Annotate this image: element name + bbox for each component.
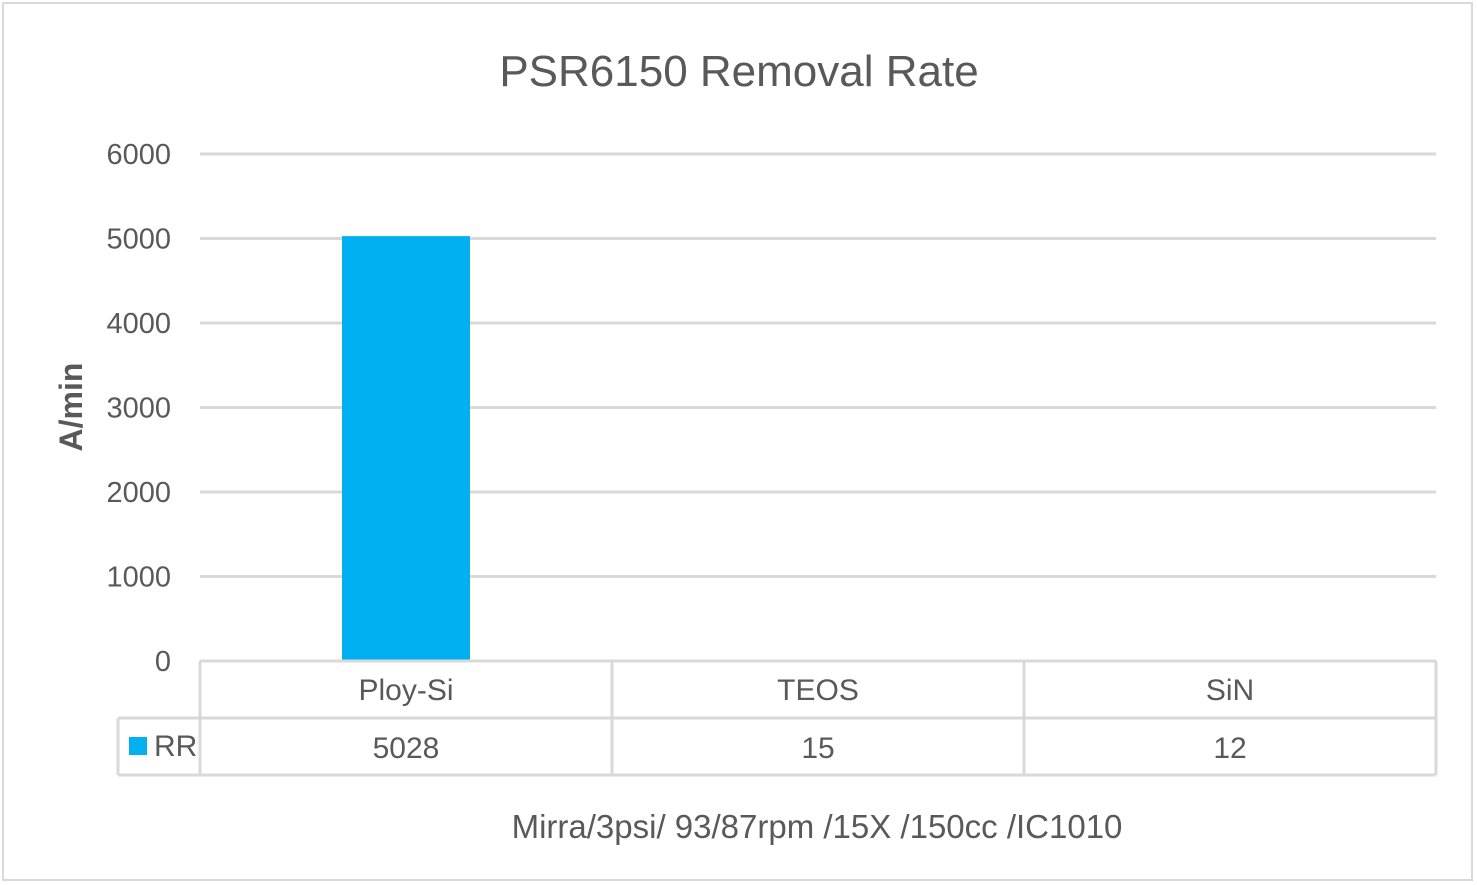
y-tick-label: 4000 bbox=[106, 308, 171, 340]
data-table: Ploy-Si 5028 TEOS 15 SiN 12 RR bbox=[116, 659, 1438, 777]
category-label: TEOS bbox=[777, 674, 859, 707]
data-label: 15 bbox=[801, 732, 834, 765]
x-axis-caption: Mirra/3psi/ 93/87rpm /15X /150cc /IC1010 bbox=[512, 808, 1123, 845]
bars bbox=[342, 236, 1294, 661]
data-label: 12 bbox=[1213, 732, 1246, 765]
category-label: Ploy-Si bbox=[358, 674, 453, 707]
data-label: 5028 bbox=[373, 732, 440, 765]
y-tick-label: 5000 bbox=[106, 224, 171, 256]
chart-title: PSR6150 Removal Rate bbox=[499, 47, 978, 96]
legend-label: RR bbox=[154, 730, 197, 763]
y-tick-labels: 0 1000 2000 3000 4000 5000 6000 bbox=[106, 139, 171, 678]
legend-swatch bbox=[129, 737, 147, 755]
bar-ploy-si bbox=[342, 236, 470, 661]
y-tick-label: 1000 bbox=[106, 562, 171, 594]
y-tick-label: 6000 bbox=[106, 139, 171, 171]
y-tick-label: 3000 bbox=[106, 393, 171, 425]
y-tick-label: 0 bbox=[155, 646, 171, 678]
y-axis-label: A/min bbox=[53, 363, 89, 452]
y-tick-label: 2000 bbox=[106, 477, 171, 509]
category-label: SiN bbox=[1206, 674, 1254, 707]
